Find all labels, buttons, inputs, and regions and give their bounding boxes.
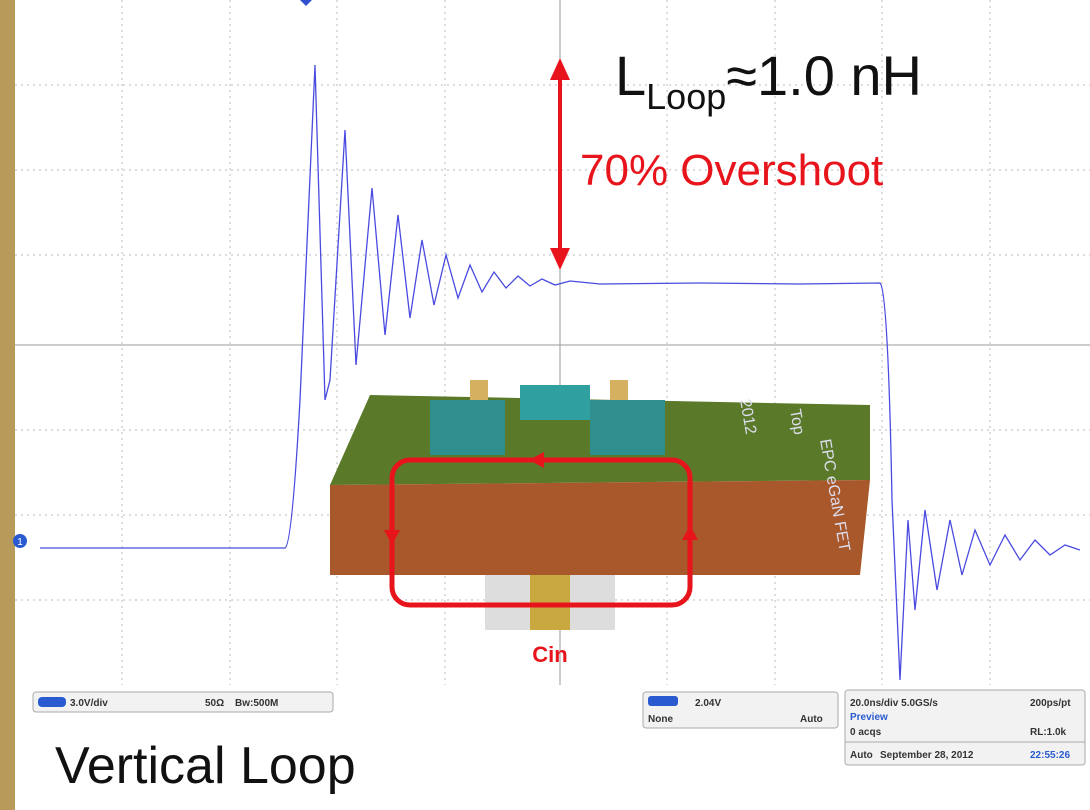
caption: Vertical Loop <box>55 737 356 795</box>
run-mode: Auto <box>850 750 873 761</box>
fet-right <box>590 400 665 455</box>
trigger-level: 2.04V <box>695 698 721 709</box>
channel-marker-label: 1 <box>17 537 23 548</box>
fet-left <box>430 400 505 455</box>
trigger-badge <box>648 696 678 706</box>
trigger-mode: Auto <box>800 714 823 725</box>
pcb-front <box>330 480 870 575</box>
date: September 28, 2012 <box>880 750 974 761</box>
acquisitions: 0 acqs <box>850 727 882 738</box>
inductance-symbol: L <box>615 44 646 107</box>
cap-small <box>470 380 488 400</box>
impedance: 50Ω <box>205 698 224 709</box>
capacitor-label: Cin <box>532 642 567 667</box>
overshoot-label: 70% Overshoot <box>580 146 883 195</box>
timebase: 20.0ns/div 5.0GS/s <box>850 698 938 709</box>
inductance-subscript: Loop <box>646 76 726 117</box>
cap-small <box>610 380 628 400</box>
time: 22:55:26 <box>1030 750 1070 761</box>
channel-badge <box>38 697 66 707</box>
resolution: 200ps/pt <box>1030 698 1071 709</box>
record-length: RL:1.0k <box>1030 727 1067 738</box>
acq-state: Preview <box>850 712 888 723</box>
bandwidth: Bw:500M <box>235 698 278 709</box>
slide: 1 EPC eGaN FET 2012 Top Cin LLoop≈1.0 nH… <box>0 0 1090 810</box>
fet-center <box>520 385 590 420</box>
left-strip <box>0 0 15 810</box>
page: 1 EPC eGaN FET 2012 Top Cin LLoop≈1.0 nH… <box>0 0 1090 810</box>
trigger-coupling: None <box>648 714 673 725</box>
channel-scale: 3.0V/div <box>70 698 108 709</box>
inductance-value: ≈1.0 nH <box>726 44 922 107</box>
